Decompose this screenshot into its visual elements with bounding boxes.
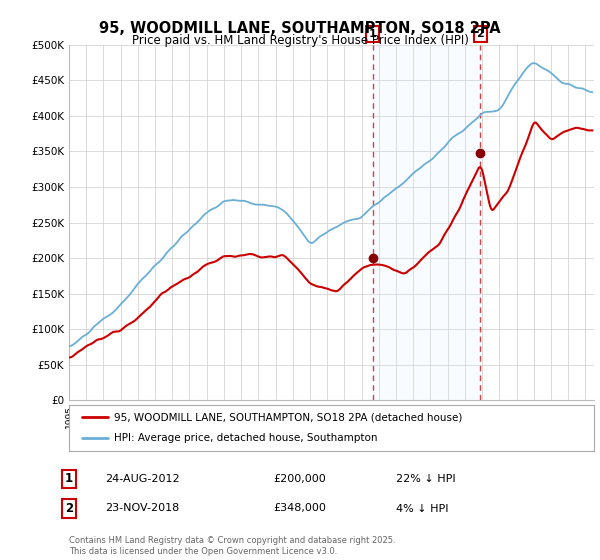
- Text: 23-NOV-2018: 23-NOV-2018: [105, 503, 179, 514]
- Text: 1: 1: [369, 29, 377, 39]
- Text: £200,000: £200,000: [273, 474, 326, 484]
- Text: £348,000: £348,000: [273, 503, 326, 514]
- Text: 1: 1: [65, 472, 73, 486]
- Text: Contains HM Land Registry data © Crown copyright and database right 2025.
This d: Contains HM Land Registry data © Crown c…: [69, 536, 395, 556]
- Text: 24-AUG-2012: 24-AUG-2012: [105, 474, 179, 484]
- Text: Price paid vs. HM Land Registry's House Price Index (HPI): Price paid vs. HM Land Registry's House …: [131, 34, 469, 46]
- Bar: [373, 45, 481, 400]
- Text: HPI: Average price, detached house, Southampton: HPI: Average price, detached house, Sout…: [113, 433, 377, 444]
- Text: 95, WOODMILL LANE, SOUTHAMPTON, SO18 2PA: 95, WOODMILL LANE, SOUTHAMPTON, SO18 2PA: [99, 21, 501, 36]
- Text: 2: 2: [65, 502, 73, 515]
- Text: 95, WOODMILL LANE, SOUTHAMPTON, SO18 2PA (detached house): 95, WOODMILL LANE, SOUTHAMPTON, SO18 2PA…: [113, 412, 462, 422]
- Text: 2: 2: [476, 29, 484, 39]
- Text: 4% ↓ HPI: 4% ↓ HPI: [396, 503, 449, 514]
- Text: 22% ↓ HPI: 22% ↓ HPI: [396, 474, 455, 484]
